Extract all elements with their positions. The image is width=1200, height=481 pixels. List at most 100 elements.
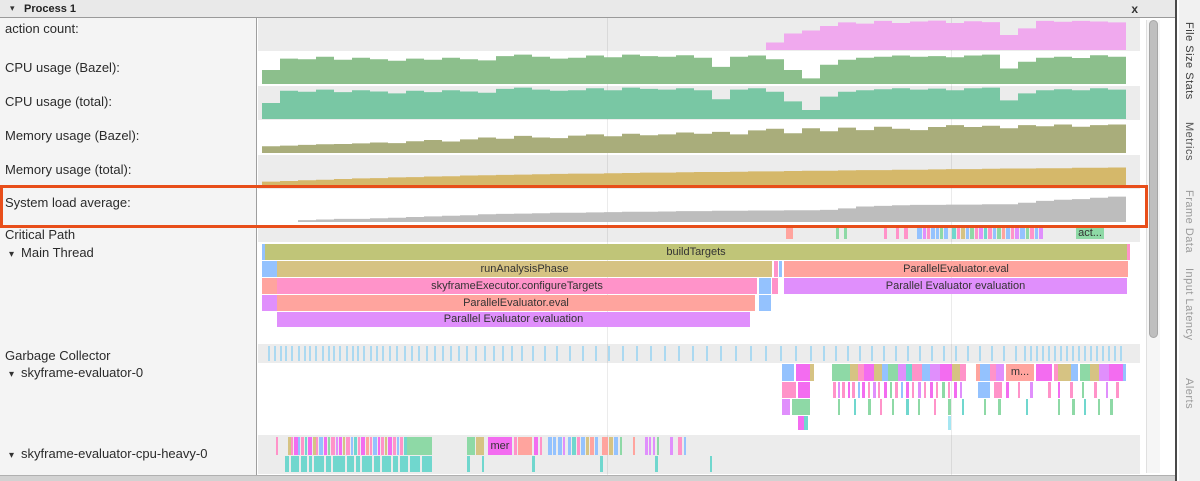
flame-slice[interactable]	[308, 437, 312, 455]
flame-slice-buildTargets[interactable]: buildTargets	[265, 244, 1127, 260]
flame-slice[interactable]	[901, 382, 903, 398]
flame-slice[interactable]	[948, 399, 951, 415]
flame-slice[interactable]	[333, 456, 345, 472]
gc-event-tick[interactable]	[291, 346, 293, 361]
flame-slice[interactable]	[558, 437, 562, 455]
gc-event-tick[interactable]	[919, 346, 921, 361]
flame-slice[interactable]	[990, 364, 996, 381]
flame-slice[interactable]	[407, 437, 432, 455]
flame-slice[interactable]	[262, 278, 277, 294]
flame-slice[interactable]	[940, 227, 943, 239]
gc-event-tick[interactable]	[352, 346, 354, 361]
flame-slice[interactable]	[960, 364, 966, 381]
flame-slice[interactable]	[1006, 382, 1009, 398]
flame-slice[interactable]	[476, 437, 484, 455]
flame-slice[interactable]	[563, 437, 565, 455]
gc-event-tick[interactable]	[357, 346, 359, 361]
flame-slice[interactable]	[782, 364, 794, 381]
flame-slice[interactable]	[314, 456, 324, 472]
flame-slice[interactable]	[792, 399, 810, 415]
flame-slice[interactable]	[1084, 399, 1086, 415]
flame-slice[interactable]	[930, 364, 940, 381]
flame-slice[interactable]	[482, 456, 484, 472]
flame-slice[interactable]	[1106, 382, 1108, 398]
flame-slice[interactable]	[1099, 364, 1109, 381]
label-mem-total[interactable]: Memory usage (total):	[5, 162, 132, 177]
label-cpu-total[interactable]: CPU usage (total):	[5, 94, 112, 109]
flame-slice[interactable]	[548, 437, 552, 455]
flame-slice[interactable]	[678, 437, 682, 455]
counter-chart-cpu-total[interactable]	[262, 87, 1126, 119]
flame-slice[interactable]	[975, 227, 978, 239]
flame-slice-m[interactable]: m...	[1006, 364, 1034, 381]
flame-slice[interactable]	[779, 261, 782, 277]
flame-slice[interactable]	[1002, 227, 1005, 239]
flame-slice[interactable]	[467, 437, 475, 455]
flame-slice[interactable]	[262, 295, 277, 311]
flame-slice[interactable]	[996, 364, 1004, 381]
flame-slice[interactable]	[532, 456, 535, 472]
flame-slice[interactable]	[1109, 364, 1123, 381]
flame-slice[interactable]	[366, 437, 369, 455]
flame-slice[interactable]	[1082, 382, 1084, 398]
flame-slice[interactable]	[410, 456, 420, 472]
flame-slice[interactable]	[1058, 382, 1060, 398]
flame-slice[interactable]	[467, 456, 470, 472]
flame-slice[interactable]	[962, 399, 964, 415]
gc-event-tick[interactable]	[1096, 346, 1098, 361]
gc-event-tick[interactable]	[502, 346, 504, 361]
gc-event-tick[interactable]	[396, 346, 398, 361]
flame-slice[interactable]	[710, 456, 712, 472]
gc-event-tick[interactable]	[931, 346, 933, 361]
gc-event-tick[interactable]	[979, 346, 981, 361]
flame-slice[interactable]	[1054, 364, 1058, 381]
flame-slice[interactable]	[888, 364, 898, 381]
gc-event-tick[interactable]	[1066, 346, 1068, 361]
flame-slice[interactable]	[326, 456, 331, 472]
gc-event-tick[interactable]	[322, 346, 324, 361]
flame-slice[interactable]	[586, 437, 589, 455]
main-thread-row-3[interactable]: ParallelEvaluator.eval	[258, 295, 1126, 312]
flame-slice-act[interactable]: act...	[1076, 227, 1104, 239]
flame-slice[interactable]	[358, 437, 360, 455]
gc-event-tick[interactable]	[582, 346, 584, 361]
flame-slice[interactable]	[774, 261, 778, 277]
flame-slice[interactable]	[1072, 399, 1075, 415]
flame-slice-ParallelEvaluatorevaluation[interactable]: Parallel Evaluator evaluation	[277, 312, 750, 327]
gc-event-tick[interactable]	[967, 346, 969, 361]
flame-slice[interactable]	[952, 364, 960, 381]
tab-file-size-stats[interactable]: File Size Stats	[1183, 22, 1195, 100]
flame-slice-ParallelEvaluatoreval[interactable]: ParallelEvaluator.eval	[277, 295, 755, 311]
flame-slice[interactable]	[388, 437, 392, 455]
flame-slice[interactable]	[1035, 227, 1038, 239]
flame-slice[interactable]	[351, 437, 353, 455]
gc-event-tick[interactable]	[835, 346, 837, 361]
flame-slice[interactable]	[1026, 399, 1028, 415]
gc-event-tick[interactable]	[955, 346, 957, 361]
flame-slice[interactable]	[906, 364, 912, 381]
gc-event-tick[interactable]	[475, 346, 477, 361]
flame-slice[interactable]	[572, 437, 576, 455]
flame-slice[interactable]	[381, 437, 384, 455]
flame-slice[interactable]	[786, 227, 793, 239]
collapse-arrow-icon[interactable]: ▾	[9, 450, 15, 461]
flame-slice[interactable]	[298, 437, 300, 455]
gc-event-tick[interactable]	[1054, 346, 1056, 361]
flame-slice[interactable]	[393, 456, 398, 472]
flame-slice[interactable]	[898, 364, 906, 381]
flame-slice-mer[interactable]: mer	[488, 437, 512, 455]
flame-slice[interactable]	[577, 437, 580, 455]
flame-slice[interactable]	[1048, 382, 1051, 398]
flame-slice[interactable]	[1098, 399, 1100, 415]
horizontal-scrollbar-track[interactable]	[0, 475, 1175, 481]
flame-slice[interactable]	[518, 437, 532, 455]
label-action-count[interactable]: action count:	[5, 21, 79, 36]
gc-event-tick[interactable]	[458, 346, 460, 361]
gc-event-tick[interactable]	[750, 346, 752, 361]
flame-slice[interactable]	[944, 227, 948, 239]
flame-slice[interactable]	[514, 437, 517, 455]
flame-slice[interactable]	[378, 437, 380, 455]
gc-event-tick[interactable]	[883, 346, 885, 361]
flame-slice[interactable]	[854, 399, 856, 415]
flame-slice[interactable]	[614, 437, 618, 455]
